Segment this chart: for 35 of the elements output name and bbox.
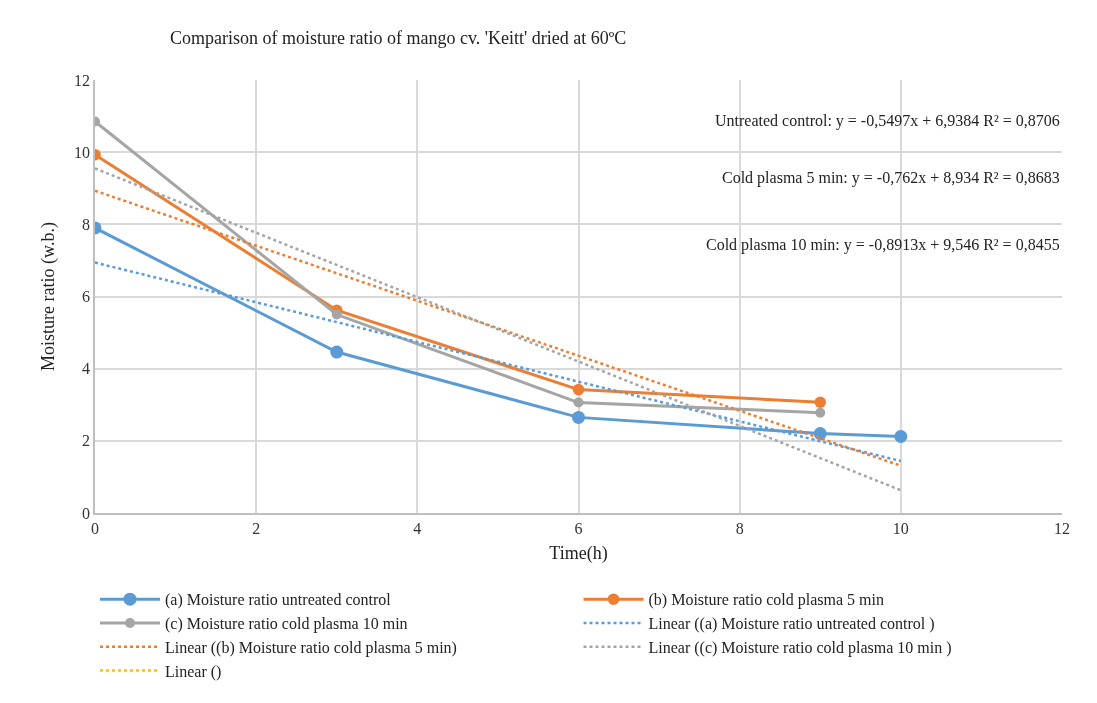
annotation: Cold plasma 5 min: y = -0,762x + 8,934 R² = 0,8683: [722, 169, 1060, 187]
legend-label: Linear ((c) Moisture ratio cold plasma 10 min ): [648, 639, 952, 658]
x-tick-label: 2: [252, 519, 261, 537]
y-tick-label: 8: [82, 215, 91, 233]
y-tick-label: 6: [82, 288, 91, 306]
y-tick-label: 12: [74, 71, 91, 89]
x-axis-title: Time(h): [549, 542, 608, 564]
point: [813, 427, 827, 441]
annotation: Untreated control: y = -0,5497x + 6,9384 R² = 0,8706: [715, 112, 1060, 130]
legend-label: Linear ((a) Moisture ratio untreated control ): [648, 615, 935, 634]
point: [815, 407, 826, 418]
point: [894, 430, 908, 443]
legend-label: (a) Moisture ratio untreated control: [165, 591, 392, 610]
y-tick-label: 4: [82, 360, 91, 378]
legend-label: Linear (): [165, 662, 222, 681]
x-tick-label: 8: [735, 519, 744, 537]
point: [330, 345, 344, 359]
legend-label: (b) Moisture ratio cold plasma 5 min: [648, 591, 885, 610]
point: [572, 383, 585, 396]
x-tick-label: 6: [574, 519, 583, 537]
y-tick-label: 10: [74, 143, 91, 161]
y-axis-title: Moisture ratio (w.b.): [37, 222, 59, 371]
point: [572, 410, 585, 424]
legend-label: (c) Moisture ratio cold plasma 10 min: [165, 615, 408, 634]
x-tick-label: 12: [1054, 519, 1070, 537]
chart-title: Comparison of moisture ratio of mango cv. 'Keitt' dried at 60ºC: [170, 28, 627, 49]
x-tick-label: 4: [413, 519, 422, 537]
legend-label: Linear ((b) Moisture ratio cold plasma 5 min): [165, 639, 457, 658]
y-tick-label: 0: [82, 504, 91, 522]
point: [573, 397, 584, 408]
annotation: Cold plasma 10 min: y = -0,8913x + 9,546 R² = 0,8455: [706, 236, 1060, 254]
point: [331, 309, 342, 320]
x-tick-label: 10: [892, 519, 909, 537]
y-tick-label: 2: [82, 432, 91, 450]
point: [814, 396, 826, 408]
